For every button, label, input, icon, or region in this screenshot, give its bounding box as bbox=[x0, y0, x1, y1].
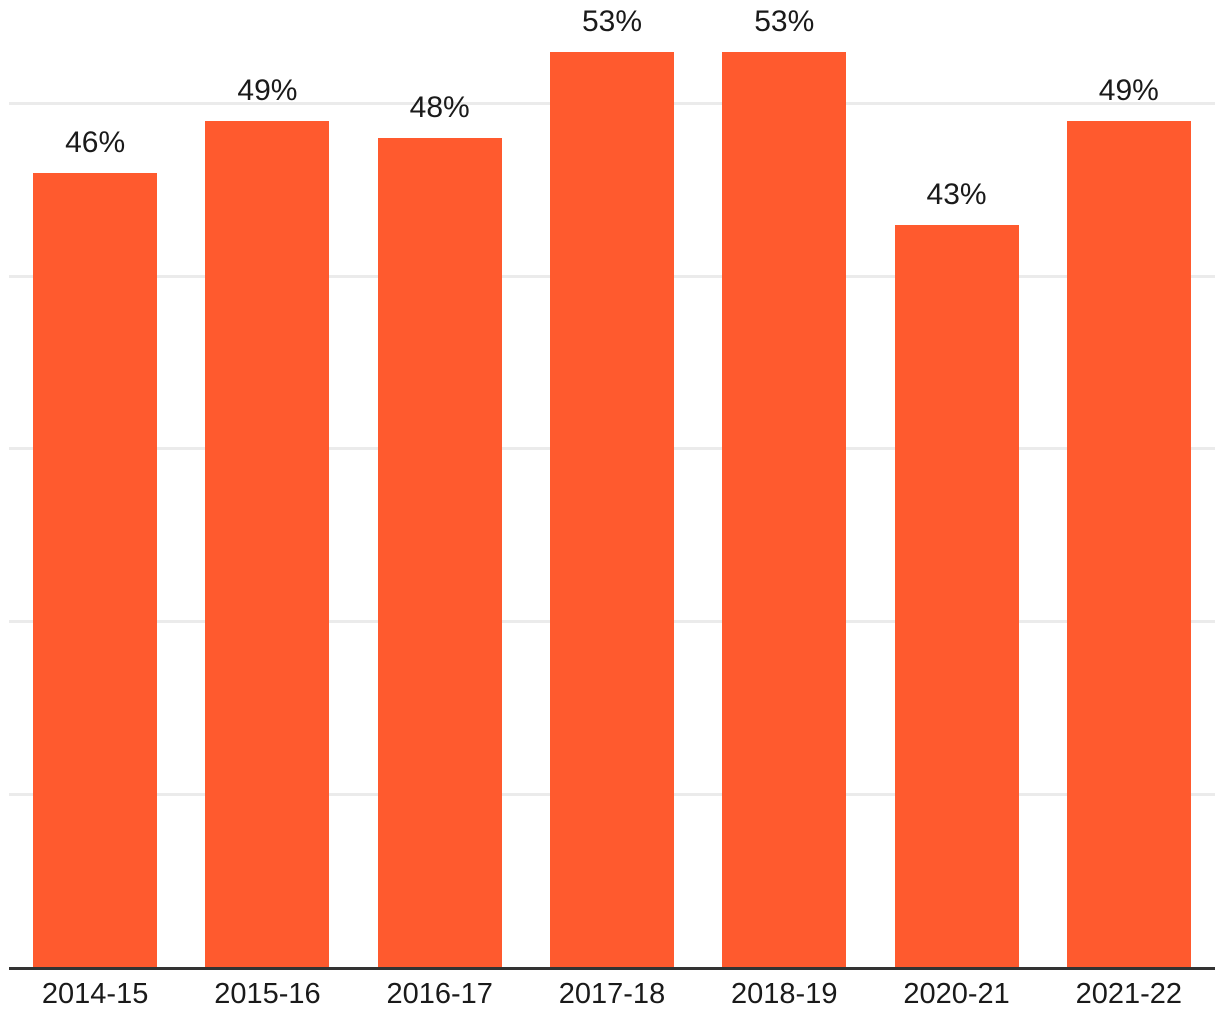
x-axis-line bbox=[9, 967, 1215, 970]
x-tick-label: 2021-22 bbox=[1075, 977, 1183, 1010]
bar-value-label: 49% bbox=[1098, 74, 1159, 107]
bar-value-label: 53% bbox=[581, 4, 642, 38]
bar bbox=[33, 172, 158, 968]
bar bbox=[205, 121, 330, 968]
bar-value-label: 43% bbox=[926, 177, 987, 211]
x-tick-label: 2017-18 bbox=[558, 977, 666, 1010]
bar bbox=[377, 138, 502, 968]
bar-value-label: 48% bbox=[409, 91, 470, 125]
bar bbox=[894, 224, 1019, 968]
bar-column-2015-16: 49% bbox=[181, 0, 353, 968]
bar-column-2016-17: 48% bbox=[354, 0, 526, 968]
bar-column-2020-21: 43% bbox=[870, 0, 1042, 968]
bar-column-2017-18: 53% bbox=[526, 0, 698, 968]
bar-value-label: 53% bbox=[754, 4, 815, 38]
plot-area: 46% 49% 48% 53% 53% 43% 49% bbox=[9, 0, 1215, 970]
bar bbox=[1066, 121, 1191, 968]
bar-value-label: 46% bbox=[65, 125, 126, 159]
x-tick-label: 2020-21 bbox=[903, 977, 1010, 1010]
bars-layer: 46% 49% 48% 53% 53% 43% 49% bbox=[9, 0, 1215, 968]
bar-column-2018-19: 53% bbox=[698, 0, 870, 968]
bar-column-2014-15: 46% bbox=[9, 0, 181, 968]
x-tick-label: 2014-15 bbox=[41, 977, 149, 1010]
bar-column-2021-22: 49% bbox=[1043, 0, 1215, 968]
x-axis-labels: 2014-15 2015-16 2016-17 2017-18 2018-19 2020-… bbox=[9, 968, 1215, 1020]
x-tick-label: 2016-17 bbox=[386, 977, 493, 1010]
x-tick-label: 2015-16 bbox=[214, 977, 321, 1010]
bar-value-label: 49% bbox=[237, 74, 298, 107]
bar bbox=[722, 51, 847, 968]
x-tick-label: 2018-19 bbox=[731, 977, 838, 1010]
bar bbox=[549, 51, 674, 968]
